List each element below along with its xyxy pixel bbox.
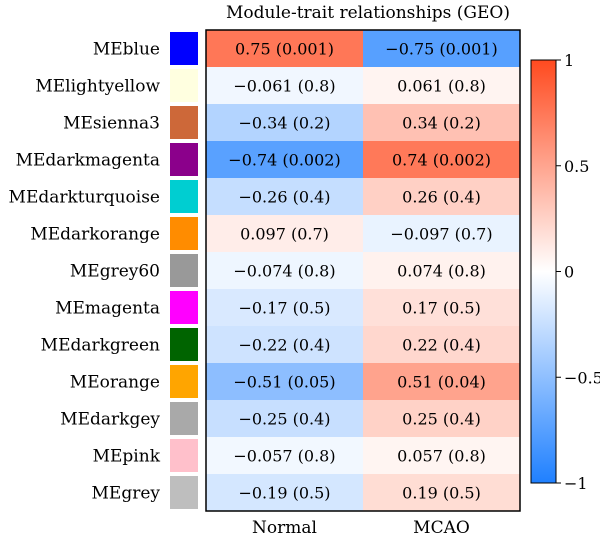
row-label: MEsienna3 <box>63 114 160 134</box>
heatmap-cell <box>206 252 363 289</box>
row-label: MEdarkturquoise <box>9 188 160 208</box>
cell-label: −0.51 (0.05) <box>233 373 335 392</box>
colorbar <box>530 59 557 484</box>
cell-label: −0.074 (0.8) <box>233 262 335 281</box>
heatmap-cell <box>363 215 520 252</box>
cell-label: 0.34 (0.2) <box>402 114 481 133</box>
colorbar-tick-label: −1 <box>564 474 588 493</box>
cell-label: 0.061 (0.8) <box>397 77 486 96</box>
cell-label: 0.057 (0.8) <box>397 447 486 466</box>
cell-label: −0.74 (0.002) <box>228 151 340 170</box>
row-label: MEpink <box>93 447 161 467</box>
heatmap-cell <box>363 363 520 400</box>
heatmap-cell <box>206 289 363 326</box>
heatmap-cell <box>206 30 363 67</box>
heatmap-cell <box>363 141 520 178</box>
module-color-swatch <box>170 217 198 250</box>
cell-label: −0.17 (0.5) <box>238 299 330 318</box>
row-label: MEorange <box>70 373 160 393</box>
module-color-swatch <box>170 143 198 176</box>
cell-label: 0.75 (0.001) <box>235 40 334 59</box>
cell-label: 0.25 (0.4) <box>402 410 481 429</box>
row-label: MEdarkgreen <box>41 336 160 356</box>
cell-label: −0.19 (0.5) <box>238 484 330 503</box>
heatmap-cell <box>363 252 520 289</box>
heatmap-cell <box>206 437 363 474</box>
heatmap-cell <box>363 67 520 104</box>
heatmap-cell <box>206 363 363 400</box>
cell-label: −0.097 (0.7) <box>390 225 492 244</box>
row-label: MEdarkgey <box>60 410 160 430</box>
heatmap-cell <box>363 474 520 511</box>
heatmap-cell <box>363 326 520 363</box>
row-label: MEblue <box>93 40 160 60</box>
cell-label: 0.51 (0.04) <box>397 373 486 392</box>
heatmap-cell <box>206 474 363 511</box>
heatmap-cell <box>363 437 520 474</box>
colorbar-tick-label: 0 <box>564 263 574 282</box>
cell-label: 0.22 (0.4) <box>402 336 481 355</box>
module-color-swatch <box>170 365 198 398</box>
cell-label: −0.26 (0.4) <box>238 188 330 207</box>
row-label: MEmagenta <box>55 299 160 319</box>
column-label: MCAO <box>413 518 470 535</box>
module-color-swatch <box>170 32 198 65</box>
heatmap-cell <box>206 178 363 215</box>
cell-label: −0.34 (0.2) <box>238 114 330 133</box>
heatmap-cell <box>206 326 363 363</box>
chart-title: Module-trait relationships (GEO) <box>226 3 510 23</box>
heatmap-cell <box>363 400 520 437</box>
cell-label: 0.26 (0.4) <box>402 188 481 207</box>
cell-label: 0.74 (0.002) <box>392 151 491 170</box>
heatmap-cell <box>363 178 520 215</box>
cell-label: −0.061 (0.8) <box>233 77 335 96</box>
module-color-swatch <box>170 402 198 435</box>
cell-label: 0.074 (0.8) <box>397 262 486 281</box>
heatmap-cell <box>206 141 363 178</box>
heatmap-frame <box>205 29 521 512</box>
heatmap-cell <box>363 104 520 141</box>
heatmap-cell <box>363 289 520 326</box>
cell-label: 0.19 (0.5) <box>402 484 481 503</box>
colorbar-tick-label: 0.5 <box>564 157 589 176</box>
heatmap-cell <box>363 30 520 67</box>
heatmap-cell <box>206 400 363 437</box>
colorbar-tick-label: 1 <box>564 51 574 70</box>
module-color-swatch <box>170 439 198 472</box>
heatmap-cell <box>206 215 363 252</box>
column-label: Normal <box>252 518 317 535</box>
module-color-swatch <box>170 106 198 139</box>
module-color-swatch <box>170 180 198 213</box>
row-label: MEgrey <box>92 484 161 504</box>
cell-label: 0.17 (0.5) <box>402 299 481 318</box>
module-color-swatch <box>170 476 198 509</box>
cell-label: −0.75 (0.001) <box>385 40 497 59</box>
module-color-swatch <box>170 69 198 102</box>
heatmap-cell <box>206 67 363 104</box>
module-color-swatch <box>170 291 198 324</box>
row-label: MEdarkorange <box>30 225 160 245</box>
module-color-swatch <box>170 328 198 361</box>
cell-label: −0.057 (0.8) <box>233 447 335 466</box>
cell-label: −0.25 (0.4) <box>238 410 330 429</box>
heatmap-cell <box>206 104 363 141</box>
row-label: MElightyellow <box>35 77 160 97</box>
cell-label: 0.097 (0.7) <box>240 225 329 244</box>
colorbar-tick-label: −0.5 <box>564 368 600 387</box>
cell-label: −0.22 (0.4) <box>238 336 330 355</box>
row-label: MEgrey60 <box>70 262 160 282</box>
row-label: MEdarkmagenta <box>16 151 160 171</box>
module-color-swatch <box>170 254 198 287</box>
